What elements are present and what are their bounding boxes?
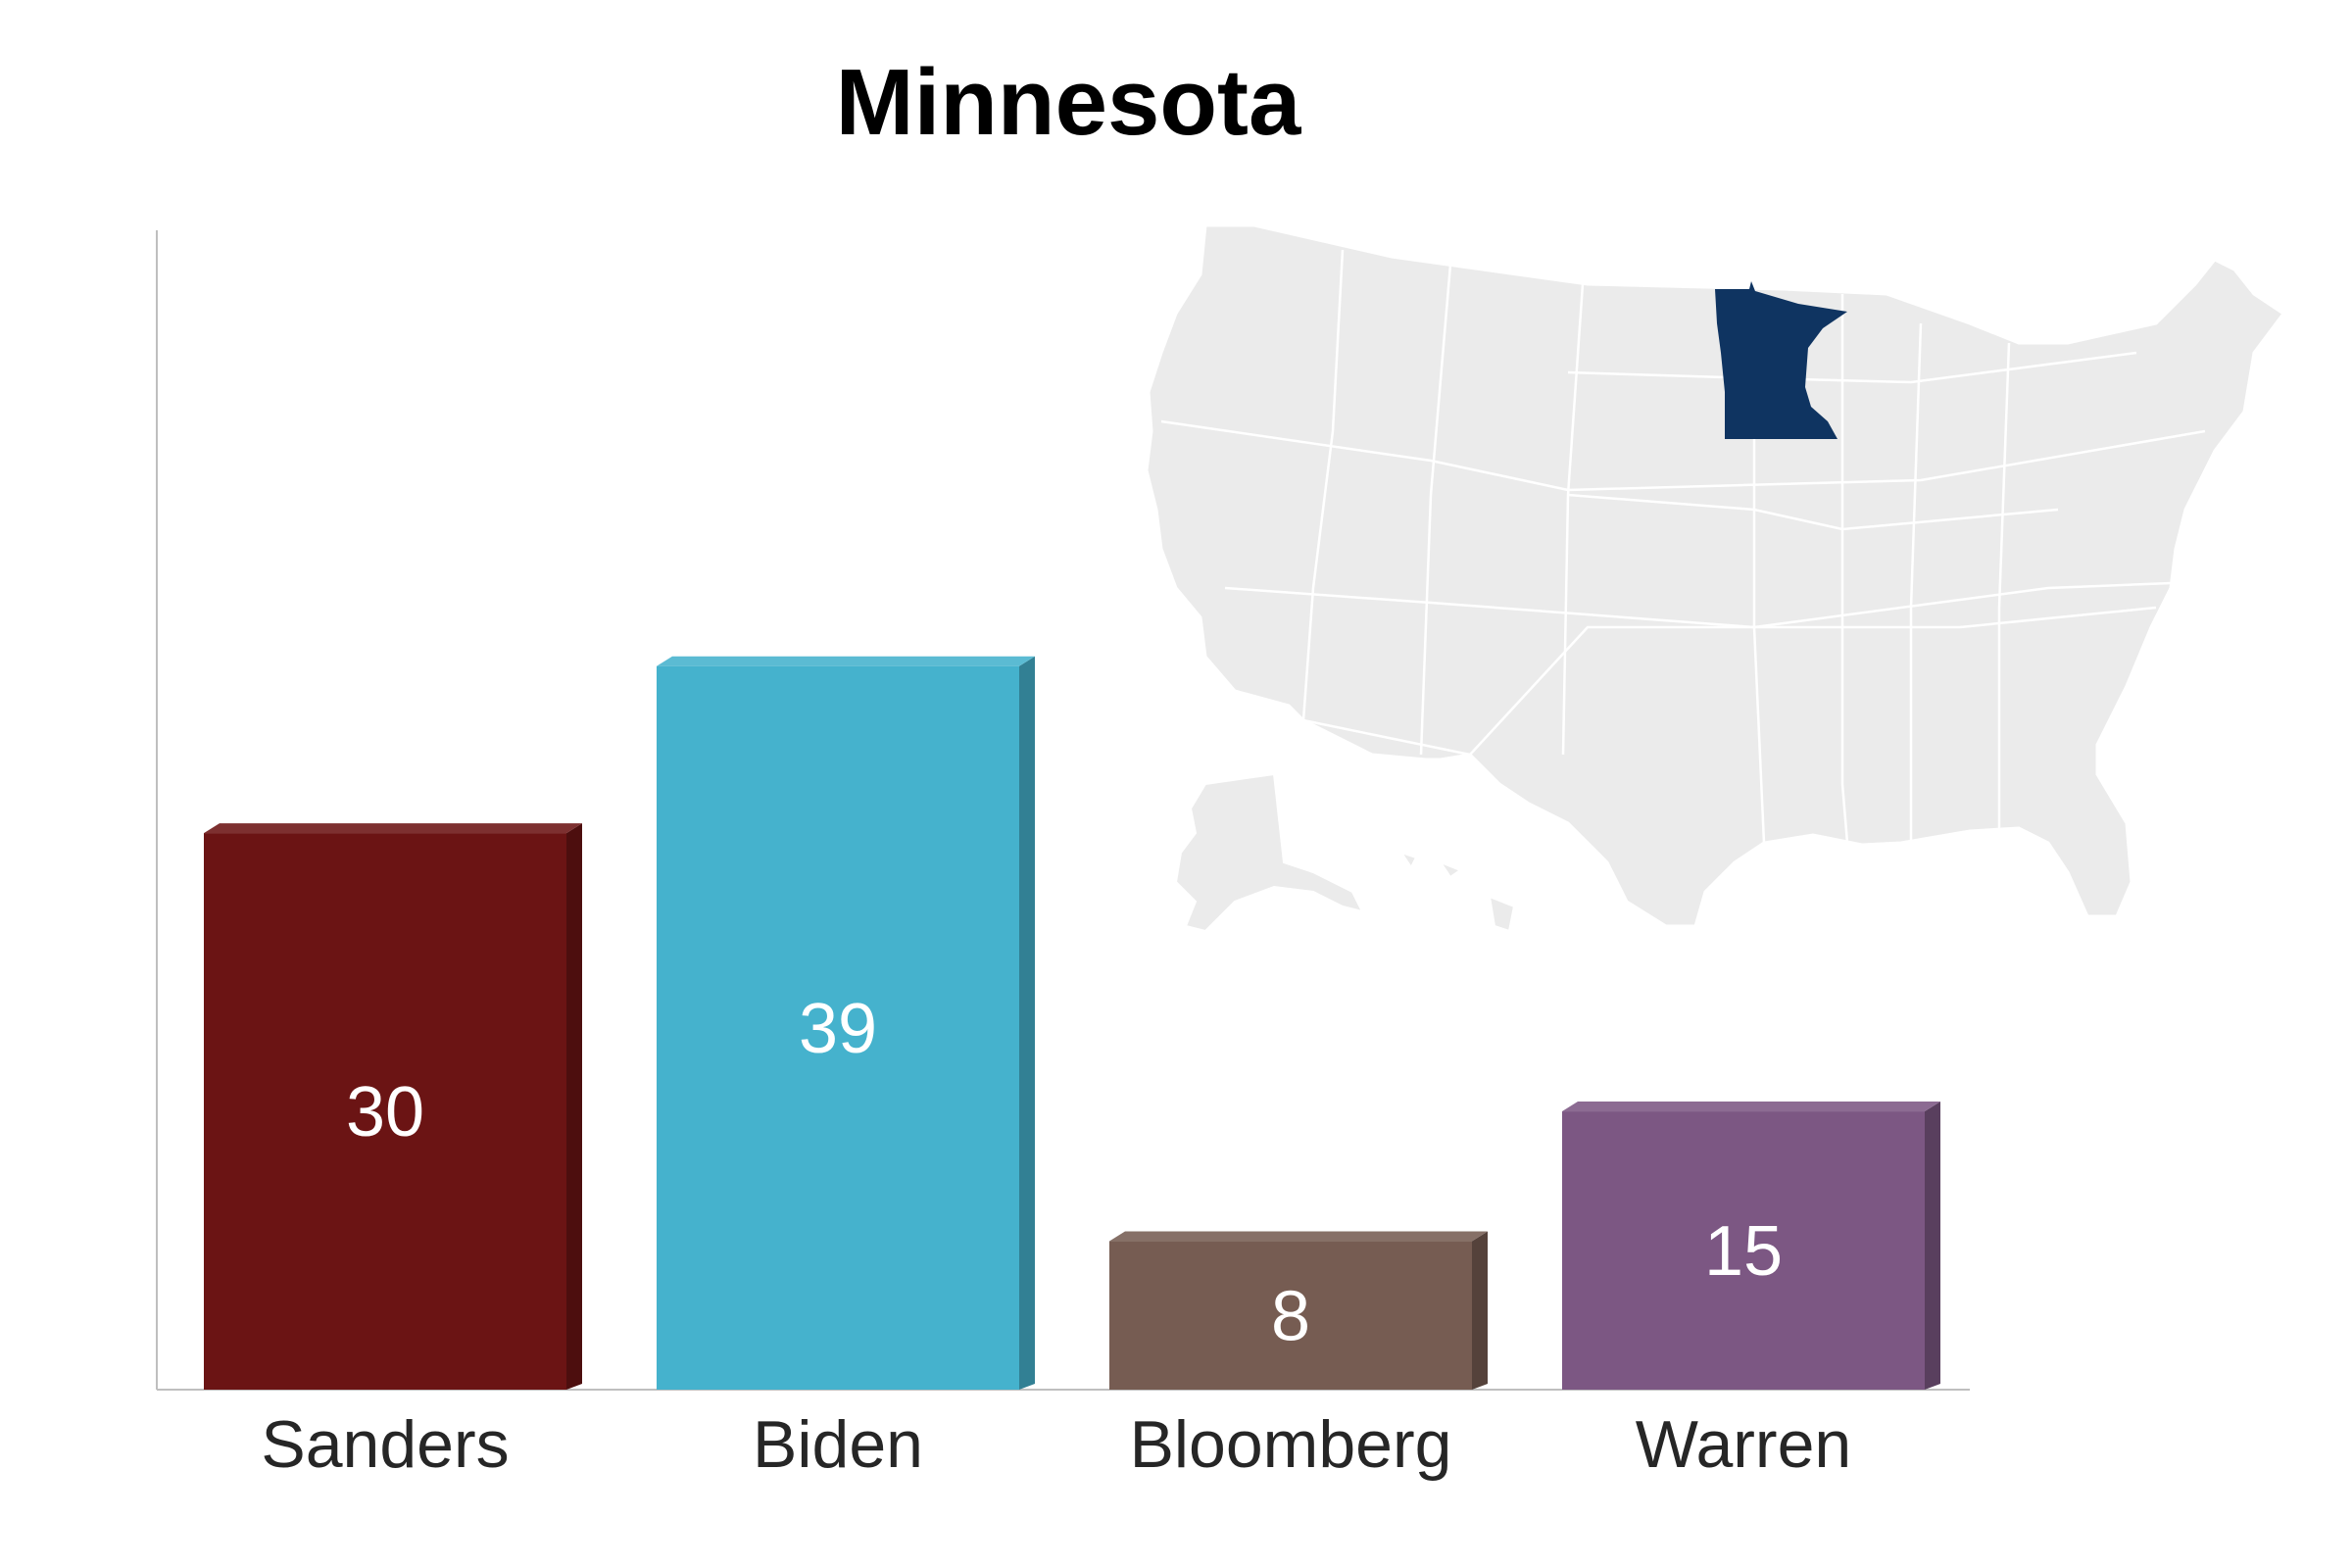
bar-top-biden xyxy=(657,656,1035,666)
category-label: Bloomberg xyxy=(1130,1407,1452,1482)
us-mainland-shape xyxy=(1145,223,2286,928)
bar-top-warren xyxy=(1562,1102,1940,1112)
category-label: Warren xyxy=(1636,1407,1851,1482)
state-borders xyxy=(1160,249,2206,844)
bar-value-label: 39 xyxy=(799,990,877,1068)
bar-warren xyxy=(1562,1111,1925,1390)
bar-side-warren xyxy=(1925,1102,1940,1390)
bar-side-bloomberg xyxy=(1472,1231,1488,1390)
minnesota-shape xyxy=(1715,281,1847,439)
bar-value-label: 30 xyxy=(346,1073,424,1152)
bar-side-sanders xyxy=(566,823,582,1390)
bars-group: 30 Sanders 39 Biden 8 Bloomberg 15 Warren xyxy=(204,656,1940,1482)
chart-title: Minnesota xyxy=(835,50,1301,155)
bar-sanders xyxy=(204,833,566,1390)
alaska-shape xyxy=(1174,772,1364,933)
bar-top-sanders xyxy=(204,823,582,834)
bar-side-biden xyxy=(1019,656,1035,1390)
category-label: Sanders xyxy=(261,1407,509,1482)
bar-top-bloomberg xyxy=(1109,1231,1488,1242)
us-map xyxy=(1145,223,2286,933)
hawaii-shape xyxy=(1398,851,1516,933)
bar-value-label: 8 xyxy=(1271,1277,1310,1355)
bar-biden xyxy=(657,665,1019,1390)
bar-bloomberg xyxy=(1109,1241,1472,1390)
bar-value-label: 15 xyxy=(1704,1212,1783,1291)
category-label: Biden xyxy=(753,1407,923,1482)
